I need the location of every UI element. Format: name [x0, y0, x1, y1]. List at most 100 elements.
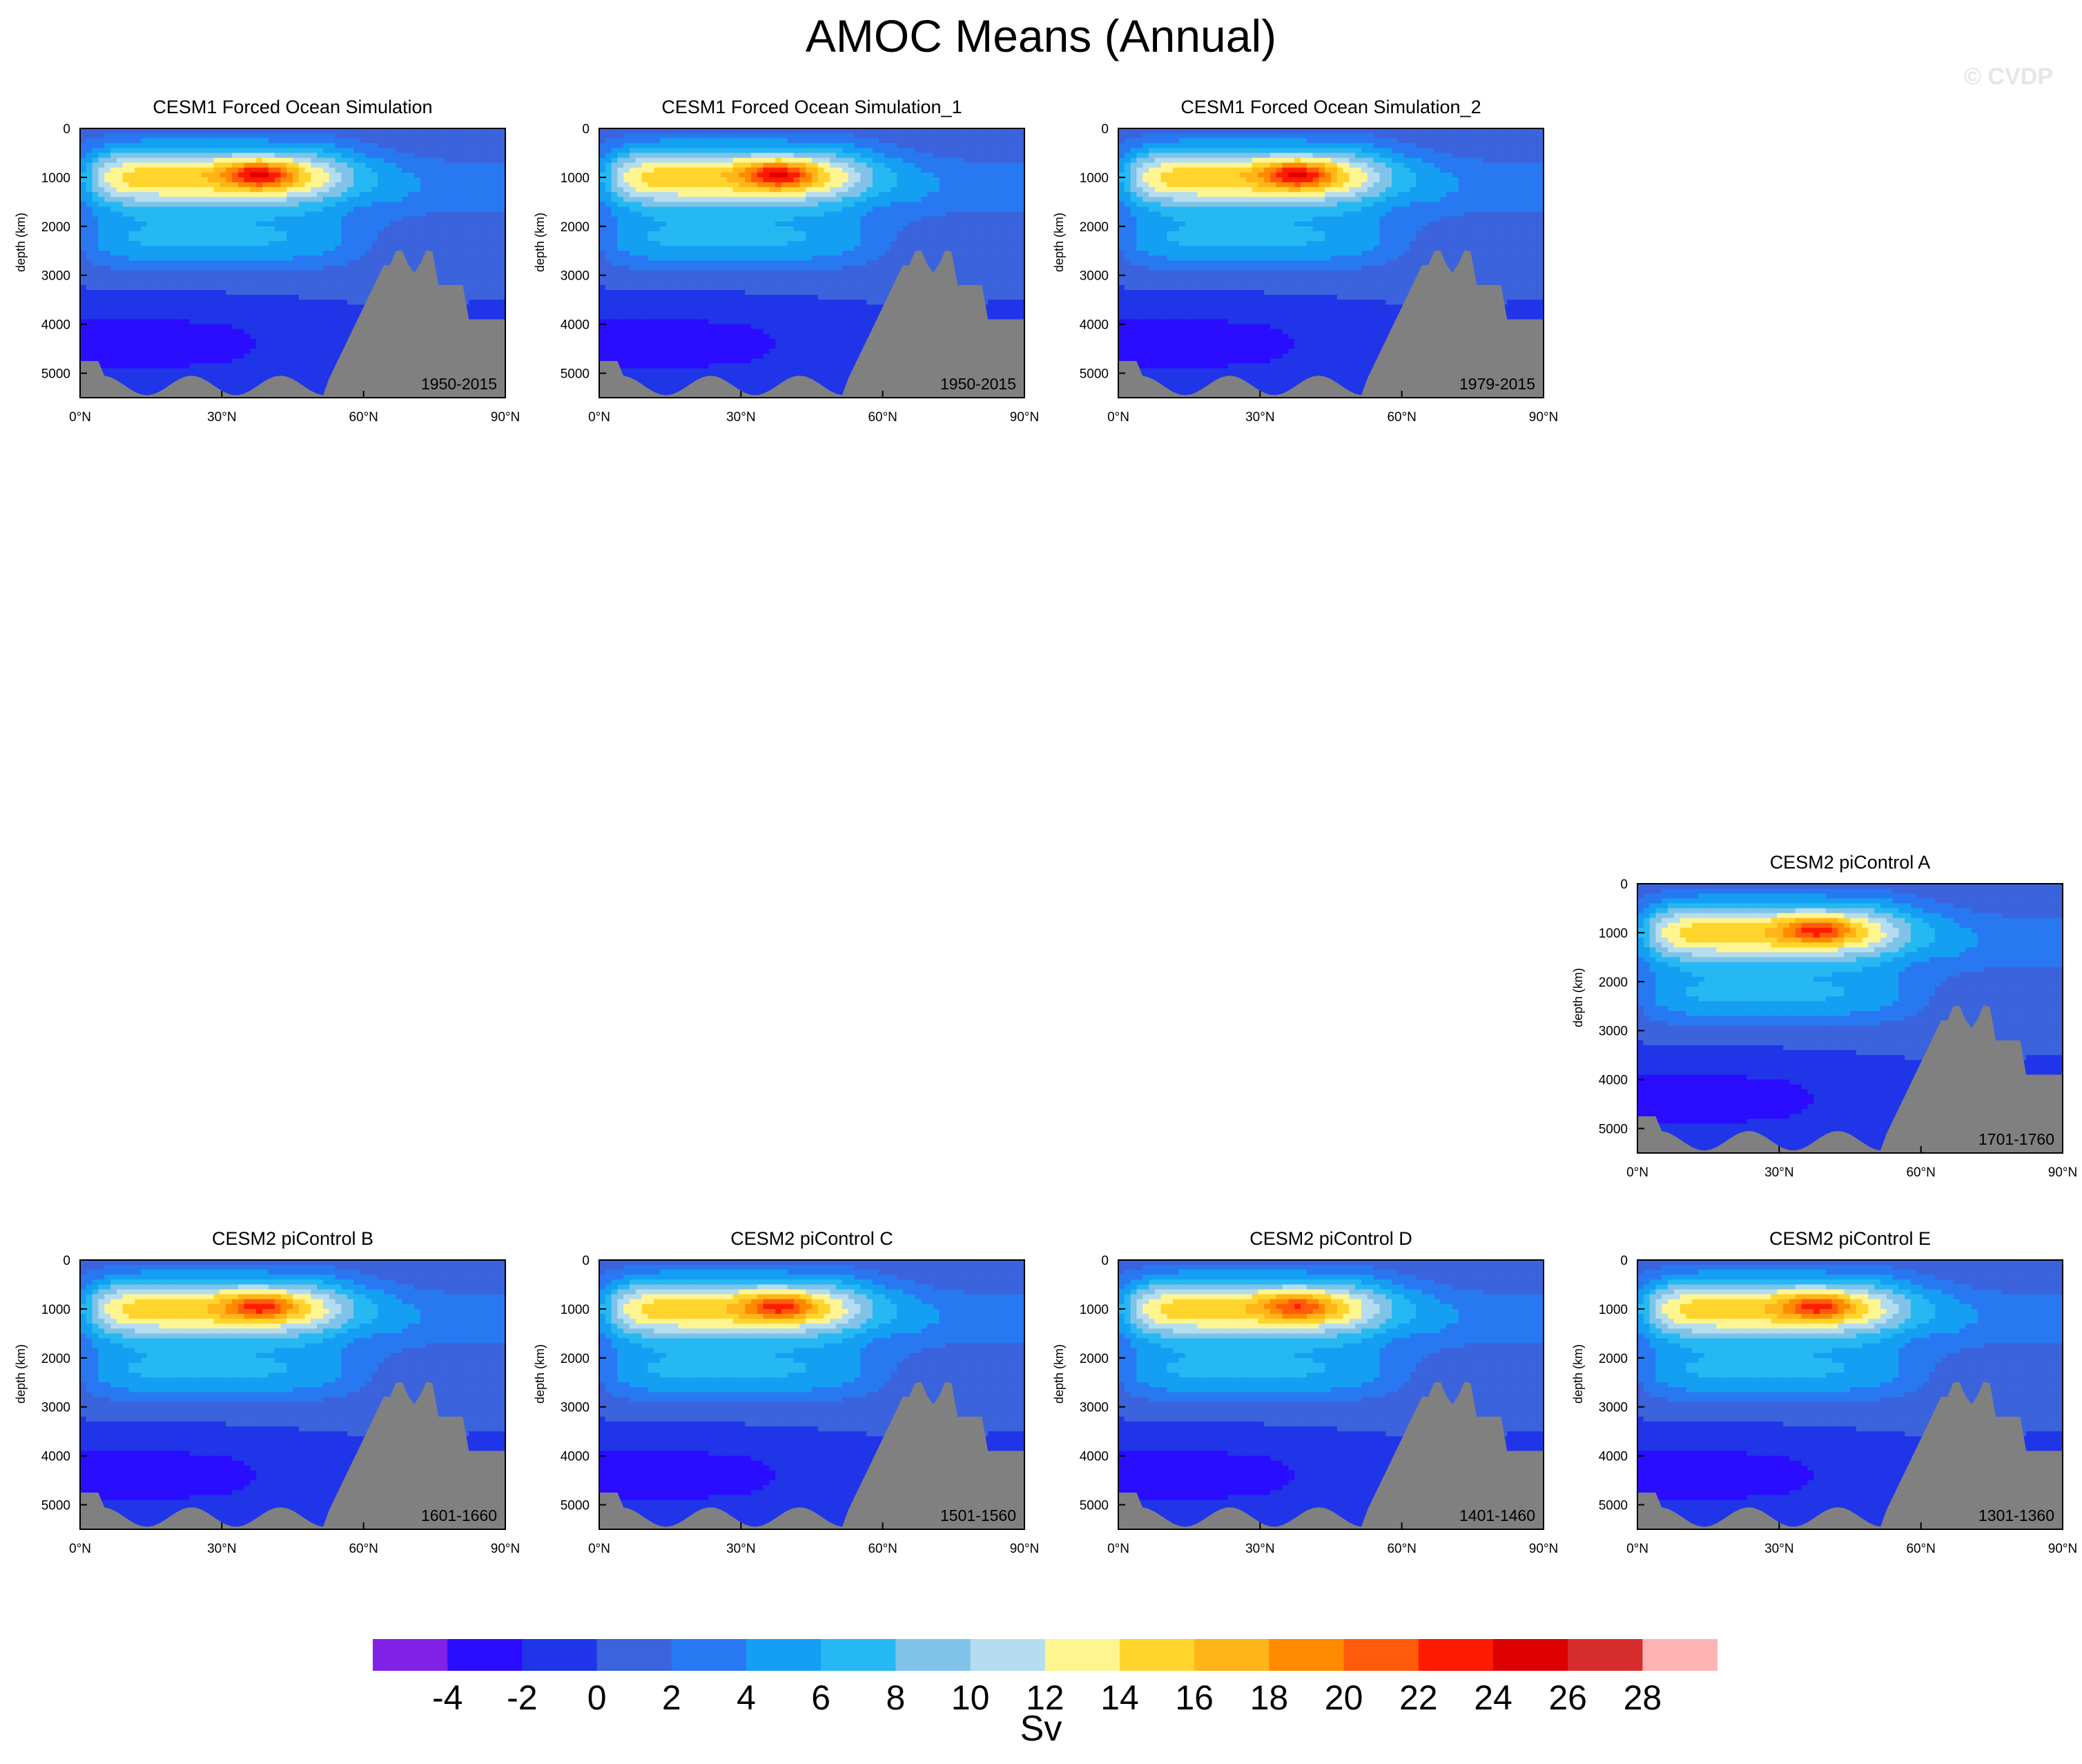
plot-frame — [1637, 1259, 2063, 1530]
x-tick-label: 60°N — [1906, 1165, 1935, 1180]
colorbar-label: 10 — [951, 1678, 990, 1715]
x-tick-label: 30°N — [726, 410, 755, 425]
y-tick-label: 1000 — [1599, 927, 1628, 941]
x-tick-label: 90°N — [1529, 1542, 1558, 1556]
amoc-plot: 0 1000 2000 3000 4000 5000 0°N 30°N 60°N 90°N dept… — [1571, 878, 2077, 1180]
y-tick-label: 4000 — [1080, 318, 1109, 333]
y-tick-label: 5000 — [1080, 367, 1109, 382]
colorbar-box — [1642, 1639, 1718, 1671]
colorbar-box — [1044, 1639, 1120, 1671]
panel-title: CESM1 Forced Ocean Simulation_2 — [1118, 97, 1544, 118]
y-tick-label: 1000 — [1599, 1303, 1628, 1317]
plot-frame — [1637, 883, 2063, 1154]
colorbar-svg: -4 -2 0 2 4 6 8 10 12 14 16 18 20 22 24 26 28 — [373, 1639, 1718, 1717]
colorbar-label: 2 — [662, 1678, 681, 1715]
y-tick-label: 3000 — [1599, 1025, 1628, 1039]
y-axis-label: depth (km) — [1052, 1344, 1066, 1404]
x-tick-label: 0°N — [1626, 1165, 1648, 1180]
y-tick-label: 4000 — [561, 318, 590, 333]
y-tick-label: 4000 — [41, 1450, 70, 1464]
panel-title: CESM1 Forced Ocean Simulation_1 — [599, 97, 1024, 118]
amoc-plot: 0 1000 2000 3000 4000 5000 0°N 30°N 60°N 90°N dept… — [533, 122, 1039, 425]
colorbar-label: 16 — [1175, 1678, 1214, 1715]
y-tick-label: 3000 — [561, 1401, 590, 1415]
y-tick-label: 4000 — [41, 318, 70, 333]
y-tick-label: 1000 — [41, 1303, 70, 1317]
panel-cesm1-forced-1: CESM1 Forced Ocean Simulation_1 0 1000 2000… — [530, 97, 1041, 432]
panel-title: CESM2 piControl D — [1118, 1228, 1544, 1250]
period-label: 1701-1760 — [1978, 1130, 2054, 1148]
colorbar-box — [1120, 1639, 1195, 1671]
colorbar-box — [746, 1639, 821, 1671]
x-tick-label: 30°N — [1245, 1542, 1274, 1556]
y-tick-label: 1000 — [1080, 171, 1109, 186]
x-tick-label: 30°N — [1245, 410, 1274, 425]
y-tick-label: 3000 — [1599, 1401, 1628, 1415]
y-axis-label: depth (km) — [14, 213, 28, 272]
x-tick-label: 90°N — [1529, 410, 1558, 425]
y-tick-label: 0 — [1101, 1254, 1109, 1268]
x-tick-label: 60°N — [349, 1542, 378, 1556]
x-tick-label: 0°N — [69, 410, 91, 425]
amoc-plot: 0 1000 2000 3000 4000 5000 0°N 30°N 60°N 90°N dept… — [14, 122, 520, 425]
colorbar-box — [522, 1639, 598, 1671]
streamfunction-field — [80, 128, 506, 398]
x-tick-label: 0°N — [1107, 410, 1129, 425]
y-tick-label: 2000 — [1599, 1352, 1628, 1366]
bathymetry-mask — [80, 250, 505, 398]
x-tick-label: 90°N — [1010, 410, 1039, 425]
x-tick-label: 30°N — [207, 1542, 236, 1556]
x-tick-label: 90°N — [491, 410, 520, 425]
bathymetry-mask — [1637, 1382, 2063, 1529]
y-tick-label: 5000 — [1599, 1123, 1628, 1137]
y-axis-label: depth (km) — [533, 1344, 547, 1404]
amoc-plot: 0 1000 2000 3000 4000 5000 0°N 30°N 60°N 90°N dept… — [14, 1254, 520, 1556]
period-label: 1601-1660 — [421, 1506, 497, 1524]
colorbar-label: 14 — [1100, 1678, 1139, 1715]
colorbar-label: 12 — [1026, 1678, 1064, 1715]
x-tick-label: 60°N — [1387, 410, 1416, 425]
y-tick-label: 0 — [63, 122, 70, 137]
panel-title: CESM2 piControl C — [599, 1228, 1024, 1250]
colorbar-label: 24 — [1474, 1678, 1512, 1715]
period-label: 1501-1560 — [940, 1506, 1016, 1524]
y-tick-label: 0 — [63, 1254, 70, 1268]
y-tick-label: 5000 — [1599, 1499, 1628, 1513]
colorbar-box — [895, 1639, 971, 1671]
colorbar-box — [1493, 1639, 1568, 1671]
colorbar-label: 18 — [1250, 1678, 1289, 1715]
y-tick-label: 3000 — [41, 1401, 70, 1415]
bathymetry-mask — [1118, 1382, 1544, 1529]
colorbar-label: 26 — [1548, 1678, 1587, 1715]
x-tick-label: 90°N — [491, 1542, 520, 1556]
colorbar-label: 6 — [811, 1678, 830, 1715]
x-tick-label: 30°N — [207, 410, 236, 425]
panel-cesm2-picontrol-d: CESM2 piControl D 0 1000 2000 3000 4000 5000 0°… — [1049, 1228, 1560, 1564]
x-tick-label: 60°N — [1387, 1542, 1416, 1556]
streamfunction-field — [1637, 884, 2063, 1154]
panel-cesm2-picontrol-c: CESM2 piControl C 0 1000 2000 3000 4000 5000 0°… — [530, 1228, 1041, 1564]
cvdp-watermark: © CVDP — [1964, 64, 2053, 90]
period-label: 1979-2015 — [1459, 375, 1535, 393]
panel-cesm1-forced: CESM1 Forced Ocean Simulation 0 1000 2000 30… — [11, 97, 522, 432]
colorbar: -4 -2 0 2 4 6 8 10 12 14 16 18 20 22 24 26 28 — [373, 1639, 1724, 1718]
colorbar-units: Sv — [0, 1708, 2082, 1750]
y-tick-label: 3000 — [1080, 1401, 1109, 1415]
plot-frame — [79, 1259, 506, 1530]
bathymetry-mask — [599, 250, 1024, 398]
y-tick-label: 1000 — [1080, 1303, 1109, 1317]
colorbar-label: 28 — [1624, 1678, 1662, 1715]
x-tick-label: 90°N — [2048, 1165, 2077, 1180]
panel-title: CESM1 Forced Ocean Simulation — [80, 97, 505, 118]
plot-frame — [599, 1259, 1025, 1530]
bathymetry-mask — [599, 1382, 1024, 1529]
colorbar-label: -4 — [432, 1678, 463, 1715]
x-tick-label: 30°N — [1764, 1542, 1793, 1556]
y-tick-label: 2000 — [1080, 220, 1109, 235]
amoc-plot: 0 1000 2000 3000 4000 5000 0°N 30°N 60°N 90°N dept… — [1571, 1254, 2077, 1556]
y-tick-label: 4000 — [1599, 1074, 1628, 1088]
colorbar-label: 8 — [886, 1678, 905, 1715]
y-tick-label: 2000 — [1080, 1352, 1109, 1366]
x-tick-label: 90°N — [2048, 1542, 2077, 1556]
panel-cesm1-forced-2: CESM1 Forced Ocean Simulation_2 0 1000 2000… — [1049, 97, 1560, 432]
